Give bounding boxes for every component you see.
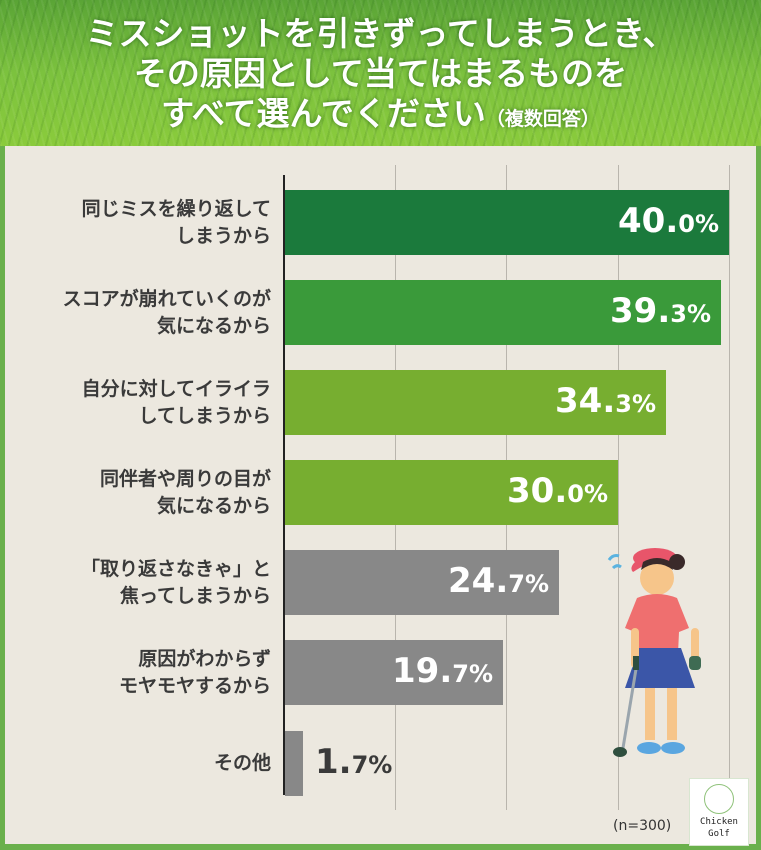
title-line-3: すべて選んでください — [161, 94, 486, 133]
category-label: 自分に対してイライラ してしまうから — [81, 378, 271, 427]
sample-size-note: (n=300) — [613, 818, 672, 834]
category-label: スコアが崩れていくのが 気になるから — [62, 288, 271, 337]
bar-row: 「取り返さなきゃ」と 焦ってしまうから 24.7% — [0, 550, 761, 615]
sad-golfer-illustration — [607, 548, 701, 757]
chart-title: ミスショットを引きずってしまうとき、 その原因として当てはまるものを すべて選ん… — [0, 14, 761, 139]
y-axis-line — [283, 175, 285, 795]
value-label: 30.0% — [507, 471, 608, 511]
bar-row: その他 1.7% — [0, 731, 761, 796]
category-label: 同伴者や周りの目が 気になるから — [99, 468, 271, 517]
title-note: （複数回答） — [485, 108, 600, 130]
bar: 34.3% — [285, 370, 666, 435]
value-label: 1.7% — [315, 742, 393, 782]
title-line-2: その原因として当てはまるものを — [133, 54, 628, 93]
category-label: 同じミスを繰り返して しまうから — [81, 198, 271, 247]
bar — [285, 731, 303, 796]
bar-row: 同伴者や周りの目が 気になるから 30.0% — [0, 460, 761, 525]
value-label: 19.7% — [392, 651, 493, 691]
gridline-40 — [729, 165, 730, 810]
title-line-1: ミスショットを引きずってしまうとき、 — [85, 14, 676, 53]
bar: 24.7% — [285, 550, 559, 615]
value-label: 39.3% — [610, 291, 711, 331]
category-label: 原因がわからず モヤモヤするから — [118, 648, 271, 697]
category-label: その他 — [213, 752, 271, 774]
bar-row: 原因がわからず モヤモヤするから 19.7% — [0, 640, 761, 705]
bar: 39.3% — [285, 280, 721, 345]
chicken-golf-logo: Chicken Golf — [689, 778, 749, 846]
value-label: 34.3% — [555, 381, 656, 421]
bar: 40.0% — [285, 190, 729, 255]
category-label: 「取り返さなきゃ」と 焦ってしまうから — [80, 558, 271, 607]
header-banner: ミスショットを引きずってしまうとき、 その原因として当てはまるものを すべて選ん… — [0, 0, 761, 146]
bar: 19.7% — [285, 640, 503, 705]
logo-emblem-icon — [704, 784, 734, 814]
bar-row: 同じミスを繰り返して しまうから 40.0% — [0, 190, 761, 255]
bar-row: 自分に対してイライラ してしまうから 34.3% — [0, 370, 761, 435]
value-label: 24.7% — [448, 561, 549, 601]
bar-row: スコアが崩れていくのが 気になるから 39.3% — [0, 280, 761, 345]
bar: 30.0% — [285, 460, 618, 525]
gridline-30 — [618, 165, 619, 810]
value-label: 40.0% — [618, 201, 719, 241]
